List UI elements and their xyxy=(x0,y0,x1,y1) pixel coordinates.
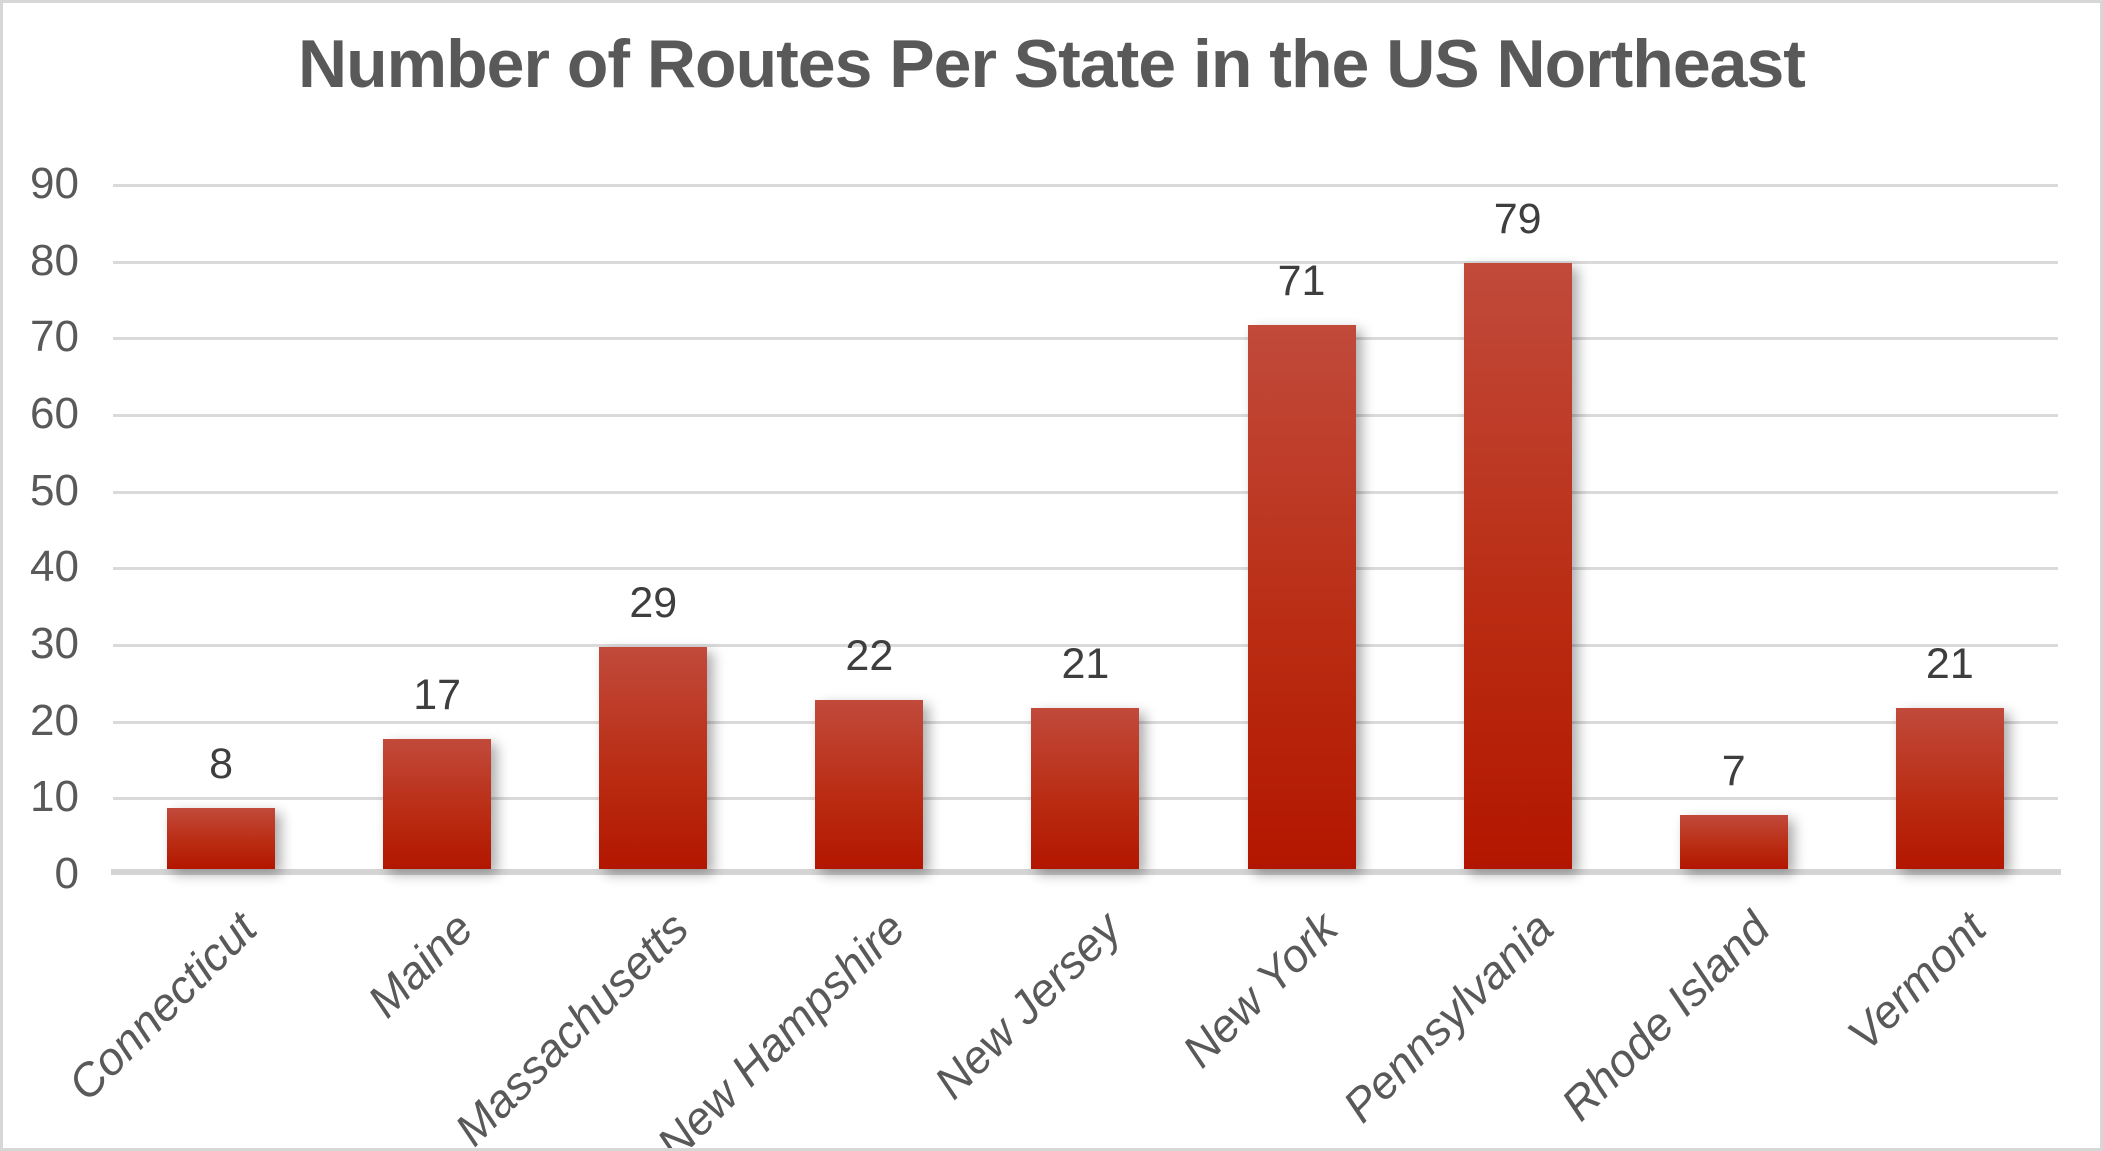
y-tick-label: 90 xyxy=(30,159,79,208)
y-tick-label: 20 xyxy=(30,695,79,745)
y-tick-label: 50 xyxy=(30,465,79,515)
y-tick-label: 60 xyxy=(30,389,79,438)
y-tick-label: 0 xyxy=(54,849,79,898)
y-tick-label: 30 xyxy=(30,619,79,668)
bar xyxy=(1031,708,1140,869)
bar xyxy=(815,700,924,869)
chart-title: Number of Routes Per State in the US Nor… xyxy=(298,26,1806,102)
x-tick-label: New York xyxy=(1171,901,1348,1078)
bar xyxy=(383,738,492,869)
bar-value-label: 71 xyxy=(1277,256,1326,305)
bar xyxy=(1247,324,1356,869)
bar-value-label: 17 xyxy=(413,670,462,719)
gridline xyxy=(113,337,2058,341)
gridline xyxy=(113,490,2058,494)
y-tick-label: 10 xyxy=(30,772,79,822)
x-tick-label: Pennsylvania xyxy=(1332,901,1564,1132)
y-tick-label: 70 xyxy=(30,312,79,362)
x-tick-label: New Jersey xyxy=(924,901,1131,1109)
bar-value-label: 21 xyxy=(1061,639,1110,688)
bar-value-label: 29 xyxy=(629,578,678,627)
bar xyxy=(1895,708,2004,869)
bar-value-label: 22 xyxy=(845,632,894,681)
bar xyxy=(1463,263,1572,869)
gridline xyxy=(113,260,2058,264)
bar xyxy=(599,646,708,869)
bar-value-label: 8 xyxy=(209,739,233,788)
x-tick-label: Maine xyxy=(357,901,483,1028)
x-tick-label: Connecticut xyxy=(57,901,267,1111)
bar-value-label: 7 xyxy=(1721,747,1746,796)
x-axis-line xyxy=(111,869,2061,875)
gridline xyxy=(113,414,2058,417)
x-tick-label: Rhode Island xyxy=(1550,901,1780,1131)
gridline xyxy=(113,184,2058,187)
bar xyxy=(1679,815,1788,869)
gridline xyxy=(113,644,2058,647)
x-tick-label: Vermont xyxy=(1836,901,1996,1061)
bar-value-label: 79 xyxy=(1493,195,1542,244)
y-tick-label: 80 xyxy=(30,235,79,285)
bar xyxy=(167,807,276,869)
y-tick-label: 40 xyxy=(30,542,79,592)
bar-value-label: 21 xyxy=(1925,639,1974,688)
gridline xyxy=(113,567,2058,571)
